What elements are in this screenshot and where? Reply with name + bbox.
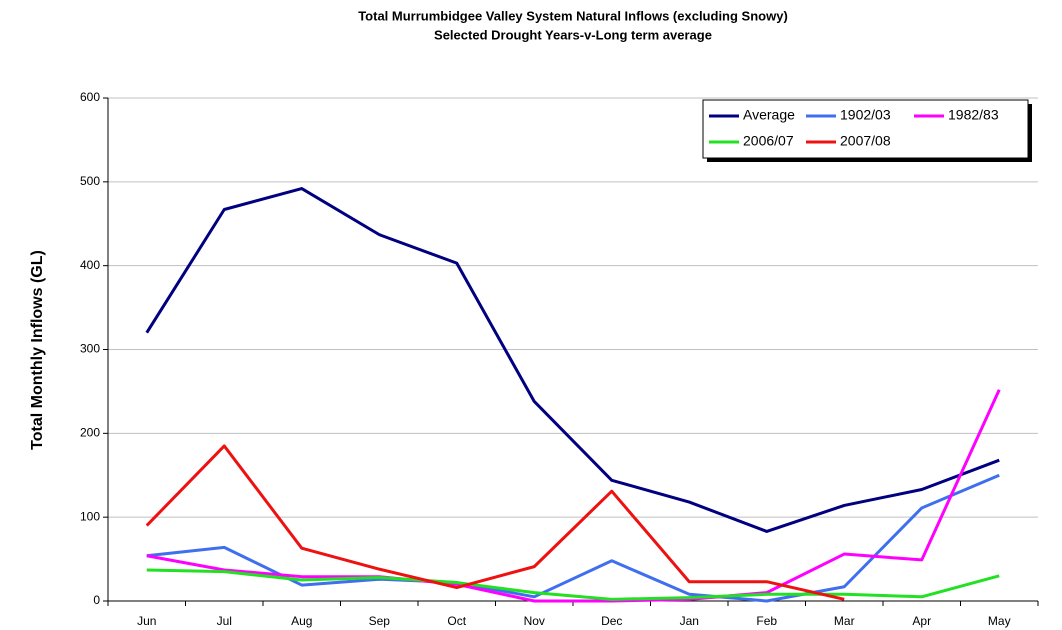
y-tick-label: 400: [80, 258, 100, 272]
x-tick-label: Sep: [369, 614, 391, 628]
legend-label: 1902/03: [840, 107, 891, 123]
legend-label: 1982/83: [948, 107, 999, 123]
y-tick-label: 500: [80, 174, 100, 188]
legend-label: Average: [743, 107, 795, 123]
series-line: [145, 187, 1000, 533]
y-tick-label: 200: [80, 426, 100, 440]
chart-title: Total Murrumbidgee Valley System Natural…: [358, 8, 788, 23]
series-line: [146, 568, 1000, 601]
y-tick-label: 0: [93, 593, 100, 607]
x-tick-label: May: [988, 614, 1011, 628]
chart-subtitle: Selected Drought Years-v-Long term avera…: [434, 27, 712, 42]
x-tick-label: Mar: [834, 614, 855, 628]
x-tick-label: Apr: [912, 614, 931, 628]
legend-label: 2006/07: [743, 133, 794, 149]
x-tick-label: Oct: [447, 614, 466, 628]
legend-label: 2007/08: [840, 133, 891, 149]
x-tick-label: Dec: [601, 614, 622, 628]
y-tick-label: 600: [80, 90, 100, 104]
x-tick-label: Jul: [217, 614, 232, 628]
series-line: [145, 444, 845, 601]
x-tick-label: Aug: [291, 614, 312, 628]
legend-box: [702, 99, 1029, 159]
y-tick-label: 300: [80, 342, 100, 356]
x-tick-label: Jan: [680, 614, 699, 628]
y-tick-label: 100: [80, 509, 100, 523]
series-line: [146, 473, 1000, 603]
y-axis-label: Total Monthly Inflows (GL): [29, 250, 46, 450]
x-tick-label: Nov: [524, 614, 545, 628]
series-line: [146, 389, 1001, 603]
x-tick-label: Feb: [756, 614, 777, 628]
x-tick-label: Jun: [137, 614, 156, 628]
